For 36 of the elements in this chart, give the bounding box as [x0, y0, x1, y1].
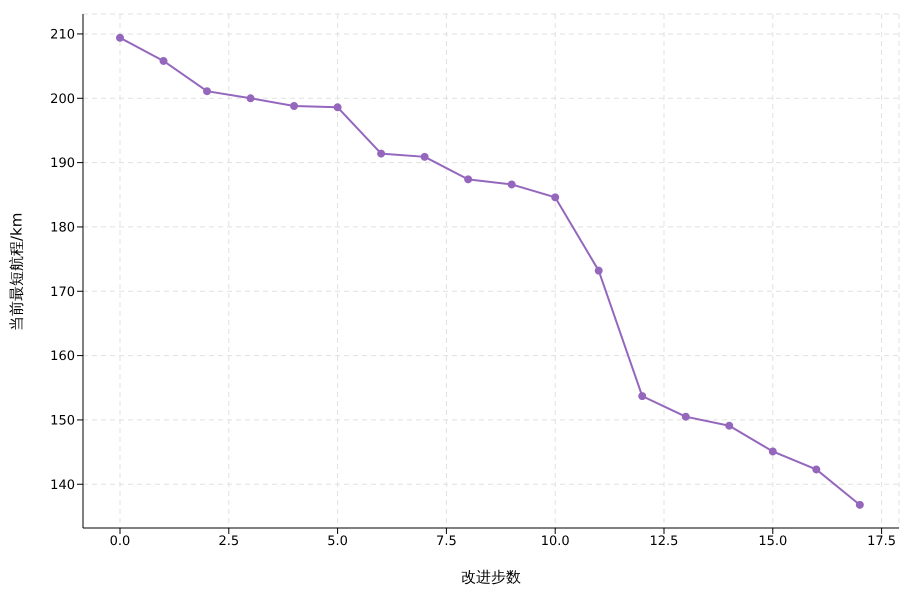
y-tick-label: 210 [50, 28, 75, 43]
point [594, 266, 603, 275]
point [812, 465, 820, 474]
x-tick-label: 2.5 [218, 534, 240, 550]
x-tick-label: 17.5 [867, 534, 896, 550]
point [377, 150, 386, 158]
point [334, 103, 342, 112]
y-tick-label: 150 [50, 414, 75, 429]
point [551, 193, 560, 202]
point [856, 500, 864, 509]
point [420, 152, 429, 161]
x-tick-label: 5.0 [327, 534, 348, 550]
point [116, 34, 124, 42]
point [508, 180, 516, 188]
y-tick-label: 170 [50, 284, 75, 300]
x-tick-label: 12.5 [650, 534, 678, 550]
point [682, 412, 690, 421]
x-tick-label: 10.0 [540, 534, 570, 550]
point [638, 392, 646, 400]
x-axis-title: 改进步数 [461, 568, 521, 586]
point [464, 175, 472, 184]
y-axis-title: 当前最短航程/km [7, 212, 26, 331]
point [203, 87, 212, 96]
point [246, 94, 255, 102]
x-tick-label: 15.0 [758, 534, 788, 550]
y-tick-label: 160 [50, 349, 75, 364]
y-tick-label: 190 [50, 156, 75, 172]
x-tick-label: 0.0 [110, 534, 130, 550]
point [160, 56, 168, 65]
y-tick-label: 140 [50, 478, 75, 493]
point [290, 102, 298, 110]
y-tick-label: 200 [50, 92, 75, 107]
y-tick-label: 180 [50, 220, 75, 236]
x-tick-label: 7.5 [436, 534, 457, 550]
point [725, 422, 734, 430]
point [768, 447, 777, 456]
